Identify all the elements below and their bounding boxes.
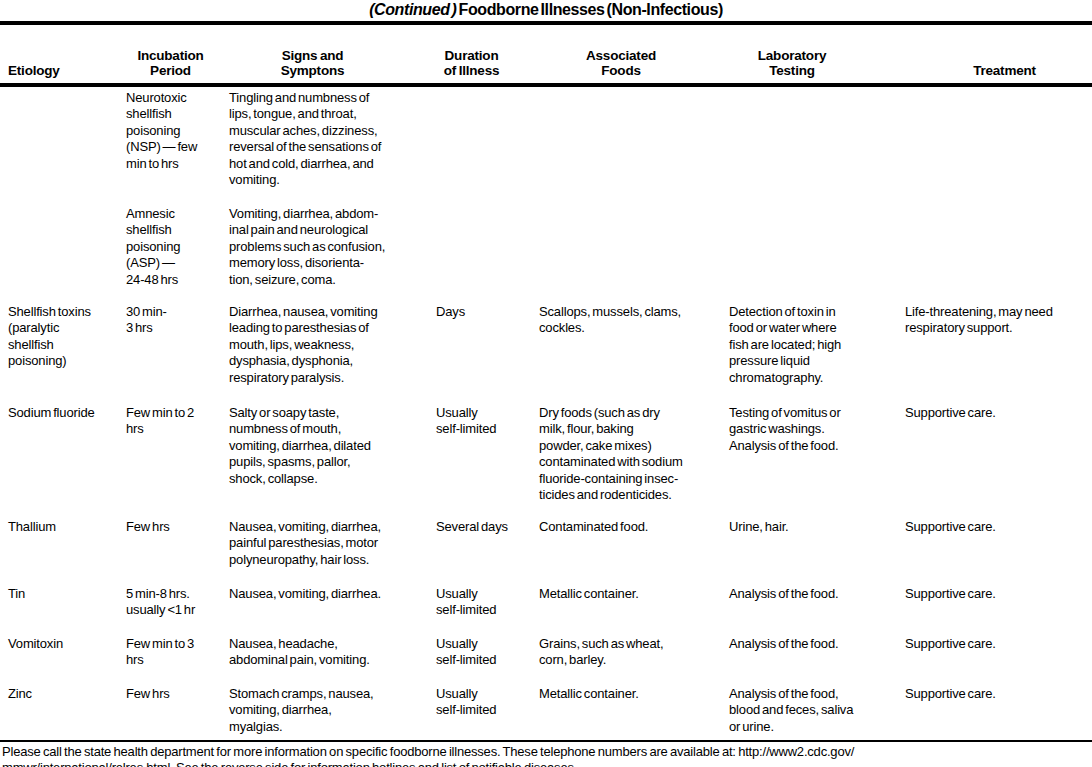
cell-duration-of-illness (436, 203, 539, 301)
column-header-etiology: Etiology (0, 23, 126, 85)
cell-duration-of-illness: Usually self-limited (436, 402, 539, 516)
cell-duration-of-illness (436, 85, 539, 203)
cell-duration-of-illness: Usually self-limited (436, 583, 539, 633)
cell-associated-foods: Dry foods (such as dry milk, flour, baki… (539, 402, 729, 516)
cell-treatment (905, 203, 1092, 301)
cell-signs-and-symptoms: Nausea, headache, abdominal pain, vomiti… (229, 633, 436, 683)
table-row: Vomitoxin Few min to 3 hrs Nausea, heada… (0, 633, 1092, 683)
cell-treatment (905, 85, 1092, 203)
cell-signs-and-symptoms: Stomach cramps, nausea, vomiting, diarrh… (229, 683, 436, 741)
cell-associated-foods: Contaminated food. (539, 516, 729, 583)
cell-laboratory-testing: Analysis of the food. (729, 633, 905, 683)
title-continued-label: (Continued ) (369, 1, 456, 18)
cell-etiology: Thallium (0, 516, 126, 583)
cell-treatment: Life-threatening, may need respiratory s… (905, 301, 1092, 402)
cell-signs-and-symptoms: Nausea, vomiting, diarrhea, painful pare… (229, 516, 436, 583)
cell-laboratory-testing: Analysis of the food, blood and feces, s… (729, 683, 905, 741)
table-row: Amnesic shellfish poisoning (ASP) — 24-4… (0, 203, 1092, 301)
table-header: Etiology Incubation Period Signs and Sym… (0, 23, 1092, 85)
table-body: Neurotoxic shellfish poisoning (NSP) — f… (0, 85, 1092, 741)
column-header-signs-and-symptoms: Signs and Symptons (229, 23, 436, 85)
page-title: (Continued )Foodborne Illnesses (Non-Inf… (0, 0, 1092, 21)
cell-etiology: Tin (0, 583, 126, 633)
cell-associated-foods (539, 203, 729, 301)
cell-incubation-period: 5 min-8 hrs. usually <1 hr (126, 583, 229, 633)
cell-signs-and-symptoms: Nausea, vomiting, diarrhea. (229, 583, 436, 633)
header-row: Etiology Incubation Period Signs and Sym… (0, 23, 1092, 85)
cell-incubation-period: Few hrs (126, 516, 229, 583)
column-header-laboratory-testing: Laboratory Testing (729, 23, 905, 85)
table-row: Neurotoxic shellfish poisoning (NSP) — f… (0, 85, 1092, 203)
cell-associated-foods: Metallic container. (539, 583, 729, 633)
column-header-treatment: Treatment (905, 23, 1092, 85)
cell-signs-and-symptoms: Salty or soapy taste, numbness of mouth,… (229, 402, 436, 516)
cell-etiology: Sodium fluoride (0, 402, 126, 516)
cell-incubation-period: Few hrs (126, 683, 229, 741)
column-header-incubation-period: Incubation Period (126, 23, 229, 85)
cell-laboratory-testing: Testing of vomitus or gastric washings. … (729, 402, 905, 516)
cell-associated-foods (539, 85, 729, 203)
cell-treatment: Supportive care. (905, 402, 1092, 516)
cell-incubation-period: 30 min- 3 hrs (126, 301, 229, 402)
cell-etiology: Shellfish toxins (paralytic shellfish po… (0, 301, 126, 402)
column-header-associated-foods: Associated Foods (539, 23, 729, 85)
table-row: Tin 5 min-8 hrs. usually <1 hr Nausea, v… (0, 583, 1092, 633)
footer-note: Please call the state health department … (0, 742, 1092, 767)
table-row: Thallium Few hrs Nausea, vomiting, diarr… (0, 516, 1092, 583)
cell-incubation-period: Amnesic shellfish poisoning (ASP) — 24-4… (126, 203, 229, 301)
cell-duration-of-illness: Usually self-limited (436, 683, 539, 741)
cell-duration-of-illness: Several days (436, 516, 539, 583)
table-row: Sodium fluoride Few min to 2 hrs Salty o… (0, 402, 1092, 516)
cell-laboratory-testing (729, 85, 905, 203)
cell-laboratory-testing: Analysis of the food. (729, 583, 905, 633)
cell-incubation-period: Neurotoxic shellfish poisoning (NSP) — f… (126, 85, 229, 203)
column-header-duration-of-illness: Duration of Illness (436, 23, 539, 85)
cell-duration-of-illness: Usually self-limited (436, 633, 539, 683)
cell-treatment: Supportive care. (905, 583, 1092, 633)
cell-signs-and-symptoms: Tingling and numbness of lips, tongue, a… (229, 85, 436, 203)
cell-duration-of-illness: Days (436, 301, 539, 402)
cell-etiology (0, 85, 126, 203)
cell-laboratory-testing (729, 203, 905, 301)
cell-associated-foods: Grains, such as wheat, corn, barley. (539, 633, 729, 683)
cell-associated-foods: Metallic container. (539, 683, 729, 741)
cell-signs-and-symptoms: Vomiting, diarrhea, abdom- inal pain and… (229, 203, 436, 301)
title-main-label: Foodborne Illnesses (Non-Infectious) (459, 1, 723, 18)
cell-incubation-period: Few min to 3 hrs (126, 633, 229, 683)
table-row: Zinc Few hrs Stomach cramps, nausea, vom… (0, 683, 1092, 741)
cell-treatment: Supportive care. (905, 683, 1092, 741)
cell-etiology: Vomitoxin (0, 633, 126, 683)
document-page: (Continued )Foodborne Illnesses (Non-Inf… (0, 0, 1092, 767)
foodborne-illness-table: Etiology Incubation Period Signs and Sym… (0, 21, 1092, 742)
table-row: Shellfish toxins (paralytic shellfish po… (0, 301, 1092, 402)
cell-signs-and-symptoms: Diarrhea, nausea, vomiting leading to pa… (229, 301, 436, 402)
cell-treatment: Supportive care. (905, 516, 1092, 583)
cell-associated-foods: Scallops, mussels, clams, cockles. (539, 301, 729, 402)
cell-etiology: Zinc (0, 683, 126, 741)
cell-laboratory-testing: Urine, hair. (729, 516, 905, 583)
cell-incubation-period: Few min to 2 hrs (126, 402, 229, 516)
cell-treatment: Supportive care. (905, 633, 1092, 683)
cell-etiology (0, 203, 126, 301)
cell-laboratory-testing: Detection of toxin in food or water wher… (729, 301, 905, 402)
